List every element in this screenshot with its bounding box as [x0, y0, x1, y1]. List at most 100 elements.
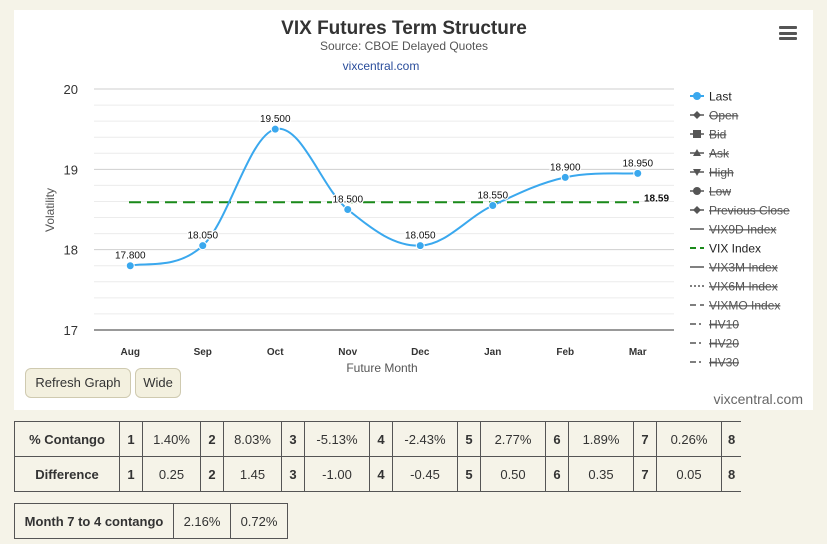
y-tick-label: 17	[64, 323, 78, 338]
legend-label: VIX Index	[709, 242, 761, 256]
data-label: 18.550	[477, 190, 508, 201]
wide-button[interactable]: Wide	[135, 368, 181, 398]
data-label: 18.050	[187, 231, 218, 242]
y-tick-label: 20	[64, 82, 78, 97]
difference-value: 0.35	[568, 456, 634, 492]
data-label: 19.500	[260, 114, 291, 125]
legend-label: VIX3M Index	[709, 261, 778, 275]
legend-label: Last	[709, 90, 732, 104]
legend-item[interactable]: HV30	[690, 356, 739, 370]
legend-label: VIX6M Index	[709, 280, 778, 294]
month-num: 6	[545, 456, 569, 492]
contango-value: -5.13%	[304, 421, 370, 457]
month-contango-value-1: 2.16%	[173, 503, 231, 539]
month-num: 8	[721, 421, 742, 457]
legend-label: Open	[709, 109, 738, 123]
difference-label: Difference	[14, 456, 120, 492]
legend-item[interactable]: HV10	[690, 318, 739, 332]
chart-title: VIX Futures Term Structure	[281, 18, 527, 39]
x-tick-label: Dec	[411, 347, 430, 358]
x-tick-label: Aug	[121, 347, 140, 358]
chart-subtitle: Source: CBOE Delayed Quotes	[319, 39, 489, 53]
month-contango-label: Month 7 to 4 contango	[14, 503, 174, 539]
legend-label: VIX9D Index	[709, 223, 776, 237]
last-series-line	[129, 127, 638, 267]
hamburger-menu-icon[interactable]	[779, 26, 797, 40]
source-link[interactable]: vixcentral.com	[342, 59, 420, 73]
y-axis-title: Volatility	[43, 188, 57, 232]
month-num: 1	[119, 421, 143, 457]
chart-panel: 17 18 19 20 Aug Sep Oct Nov Dec Jan Feb Mar Future M…	[14, 10, 813, 410]
legend-marker	[693, 169, 701, 176]
data-label: 18.050	[405, 231, 436, 242]
legend-marker	[693, 149, 701, 156]
month-contango-table: Month 7 to 4 contango 2.16% 0.72%	[14, 503, 288, 539]
x-tick-label: Jan	[484, 347, 501, 358]
month-num: 4	[369, 456, 393, 492]
month-num: 5	[457, 421, 481, 457]
last-point	[488, 200, 498, 210]
contango-value: 2.77%	[480, 421, 546, 457]
legend-label: HV20	[709, 337, 739, 351]
difference-value: 0.50	[480, 456, 546, 492]
difference-value: -1.00	[304, 456, 370, 492]
legend-item[interactable]: Previous Close	[690, 204, 790, 218]
last-point	[633, 168, 643, 178]
contango-label: % Contango	[14, 421, 120, 457]
legend-item[interactable]: Open	[690, 109, 738, 123]
month-num: 7	[633, 456, 657, 492]
contango-value: 1.89%	[568, 421, 634, 457]
difference-row: Difference 1 0.25 2 1.45 3 -1.00 4 -0.45…	[14, 456, 742, 492]
month-num: 4	[369, 421, 393, 457]
legend-item[interactable]: VIXMO Index	[690, 299, 780, 313]
legend-marker	[693, 206, 701, 214]
y-tick-label: 19	[64, 162, 78, 177]
last-point	[343, 205, 353, 214]
x-tick-label: Sep	[194, 347, 212, 358]
legend-item[interactable]: VIX9D Index	[690, 223, 776, 237]
legend-item[interactable]: HV20	[690, 337, 739, 351]
vix-index-label: 18.59	[644, 193, 669, 204]
refresh-graph-button[interactable]: Refresh Graph	[25, 368, 131, 398]
month-num: 7	[633, 421, 657, 457]
data-label: 18.900	[550, 162, 581, 173]
x-tick-label: Mar	[629, 347, 647, 358]
legend-item[interactable]: VIX6M Index	[690, 280, 778, 294]
last-point	[415, 241, 425, 251]
chart-svg: 17 18 19 20 Aug Sep Oct Nov Dec Jan Feb Mar Future M…	[43, 82, 790, 375]
contango-table: % Contango 1 1.40% 2 8.03% 3 -5.13% 4 -2…	[14, 421, 742, 492]
month-num: 6	[545, 421, 569, 457]
difference-value: 1.45	[223, 456, 282, 492]
month-num: 2	[200, 456, 224, 492]
contango-value: -2.43%	[392, 421, 458, 457]
legend-item[interactable]: Last	[690, 90, 732, 104]
data-label: 17.800	[115, 251, 146, 262]
data-label: 18.950	[622, 158, 653, 169]
legend-label: VIXMO Index	[709, 299, 780, 313]
legend-item[interactable]: VIX3M Index	[690, 261, 778, 275]
difference-value: 0.25	[142, 456, 201, 492]
last-point	[125, 261, 135, 271]
month-num: 1	[119, 456, 143, 492]
last-point	[560, 172, 570, 182]
legend-marker	[693, 187, 701, 195]
data-label: 18.500	[332, 195, 363, 206]
legend-item[interactable]: High	[690, 166, 734, 180]
month-num: 2	[200, 421, 224, 457]
legend-item[interactable]: Bid	[690, 128, 726, 142]
month-num: 3	[281, 456, 305, 492]
x-axis-title: Future Month	[346, 361, 417, 375]
legend-item[interactable]: Low	[690, 185, 731, 199]
contango-value: 1.40%	[142, 421, 201, 457]
legend-label: Bid	[709, 128, 726, 142]
legend-marker	[693, 130, 701, 138]
month-contango-row: Month 7 to 4 contango 2.16% 0.72%	[14, 503, 288, 539]
legend-item[interactable]: Ask	[690, 147, 730, 161]
legend-label: High	[709, 166, 734, 180]
legend-item[interactable]: VIX Index	[690, 242, 761, 256]
legend-label: HV10	[709, 318, 739, 332]
x-tick-label: Feb	[556, 347, 574, 358]
legend-label: HV30	[709, 356, 739, 370]
contango-value: 0.26%	[656, 421, 722, 457]
legend-label: Low	[709, 185, 731, 199]
